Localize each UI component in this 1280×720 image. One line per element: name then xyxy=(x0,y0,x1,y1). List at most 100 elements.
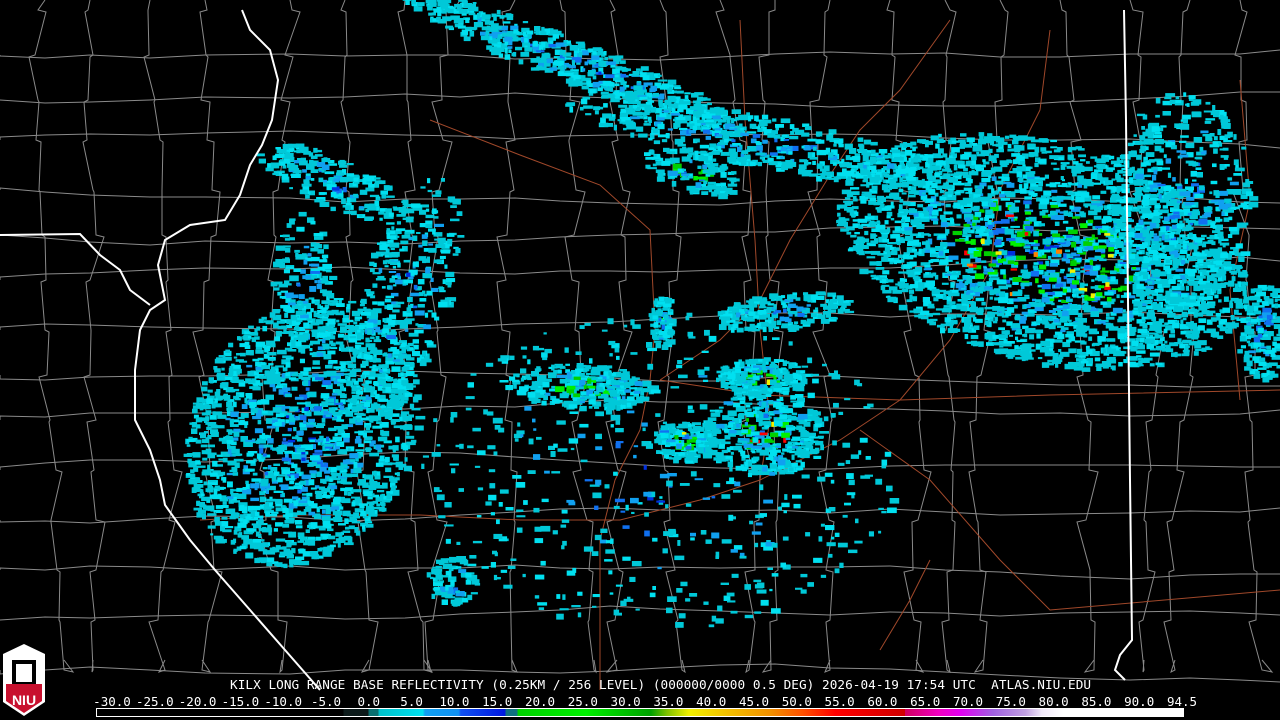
echo-pixel xyxy=(1118,264,1123,267)
echo-pixel xyxy=(883,188,891,193)
echo-pixel xyxy=(1060,176,1064,180)
echo-pixel xyxy=(369,452,379,457)
echo-pixel xyxy=(939,197,947,201)
echo-pixel xyxy=(1155,131,1162,135)
echo-pixel xyxy=(598,80,606,84)
echo-pixel xyxy=(1084,259,1091,263)
echo-pixel xyxy=(1096,274,1102,278)
echo-pixel xyxy=(921,315,929,320)
echo-pixel xyxy=(1120,285,1128,291)
echo-pixel xyxy=(1119,199,1129,204)
echo-pixel xyxy=(400,463,407,468)
echo-pixel xyxy=(969,283,976,289)
echo-pixel xyxy=(631,99,639,104)
echo-pixel xyxy=(436,6,445,10)
echo-pixel xyxy=(1143,357,1153,361)
echo-pixel xyxy=(973,325,980,330)
echo-pixel xyxy=(964,182,972,187)
echo-pixel xyxy=(1155,345,1163,350)
echo-pixel xyxy=(804,145,811,151)
echo-pixel xyxy=(653,154,657,157)
echo-pixel xyxy=(686,108,694,115)
echo-pixel xyxy=(316,471,322,478)
echo-pixel xyxy=(888,286,898,291)
echo-pixel xyxy=(999,348,1009,353)
echo-pixel xyxy=(871,228,882,232)
echo-pixel xyxy=(956,303,965,310)
echo-pixel xyxy=(917,267,922,272)
echo-pixel xyxy=(1190,321,1194,327)
echo-pixel xyxy=(243,441,253,447)
echo-pixel xyxy=(1164,340,1168,344)
echo-pixel xyxy=(849,247,854,250)
echo-pixel xyxy=(987,185,994,190)
echo-pixel xyxy=(1090,265,1100,271)
echo-pixel xyxy=(1091,308,1099,314)
echo-pixel xyxy=(969,141,974,146)
echo-pixel xyxy=(1213,279,1218,285)
echo-pixel xyxy=(950,320,958,325)
echo-pixel xyxy=(207,453,216,459)
echo-pixel xyxy=(1119,269,1127,275)
echo-pixel xyxy=(1143,221,1152,225)
echo-pixel xyxy=(241,508,248,514)
echo-pixel xyxy=(490,23,499,28)
county-line xyxy=(559,0,597,674)
echo-pixel xyxy=(527,34,531,39)
echo-pixel xyxy=(845,180,854,186)
highway xyxy=(879,559,931,651)
echo-pixel xyxy=(1121,187,1127,194)
echo-pixel xyxy=(358,443,364,447)
echo-pixel xyxy=(976,151,980,155)
echo-pixel xyxy=(889,179,893,184)
echo-pixel xyxy=(955,283,965,289)
echo-pixel xyxy=(961,171,969,176)
echo-pixel xyxy=(210,469,214,472)
echo-pixel xyxy=(677,108,684,113)
echo-pixel xyxy=(226,401,232,408)
echo-pixel xyxy=(571,57,582,63)
echo-pixel xyxy=(1068,212,1073,217)
echo-pixel xyxy=(1003,181,1012,185)
echo-pixel xyxy=(647,167,657,170)
echo-pixel xyxy=(1191,337,1199,340)
echo-pixel xyxy=(698,171,702,175)
echo-pixel xyxy=(955,238,965,242)
echo-pixel xyxy=(1230,297,1239,302)
echo-pixel xyxy=(449,6,456,11)
echo-pixel xyxy=(1184,274,1188,278)
echo-pixel xyxy=(1091,200,1101,204)
echo-pixel xyxy=(923,301,932,307)
echo-pixel xyxy=(989,289,997,295)
echo-pixel xyxy=(981,177,991,183)
echo-pixel xyxy=(1074,214,1081,218)
echo-pixel xyxy=(1065,226,1074,232)
echo-pixel xyxy=(1196,275,1200,281)
echo-pixel xyxy=(837,161,844,164)
echo-pixel xyxy=(1115,242,1124,249)
echo-pixel xyxy=(1070,195,1075,201)
echo-pixel xyxy=(1187,212,1192,216)
echo-pixel xyxy=(632,104,637,109)
echo-pixel xyxy=(925,198,935,203)
county-line xyxy=(82,0,106,673)
echo-pixel xyxy=(1080,223,1088,229)
echo-pixel xyxy=(710,112,718,118)
echo-pixel xyxy=(1009,277,1014,281)
echo-pixel xyxy=(711,115,721,119)
echo-pixel xyxy=(994,239,1002,244)
echo-pixel xyxy=(791,145,799,151)
echo-pixel xyxy=(1175,268,1184,272)
echo-pixel xyxy=(1118,232,1127,237)
echo-pixel xyxy=(316,506,320,513)
echo-pixel xyxy=(689,188,699,193)
echo-pixel xyxy=(501,32,511,37)
echo-pixel xyxy=(974,273,985,280)
echo-pixel xyxy=(811,173,822,176)
echo-pixel xyxy=(1034,162,1039,168)
echo-pixel xyxy=(748,115,752,122)
echo-pixel xyxy=(716,134,723,137)
echo-pixel xyxy=(1146,186,1151,189)
echo-pixel xyxy=(709,107,719,114)
echo-pixel xyxy=(1106,356,1116,363)
